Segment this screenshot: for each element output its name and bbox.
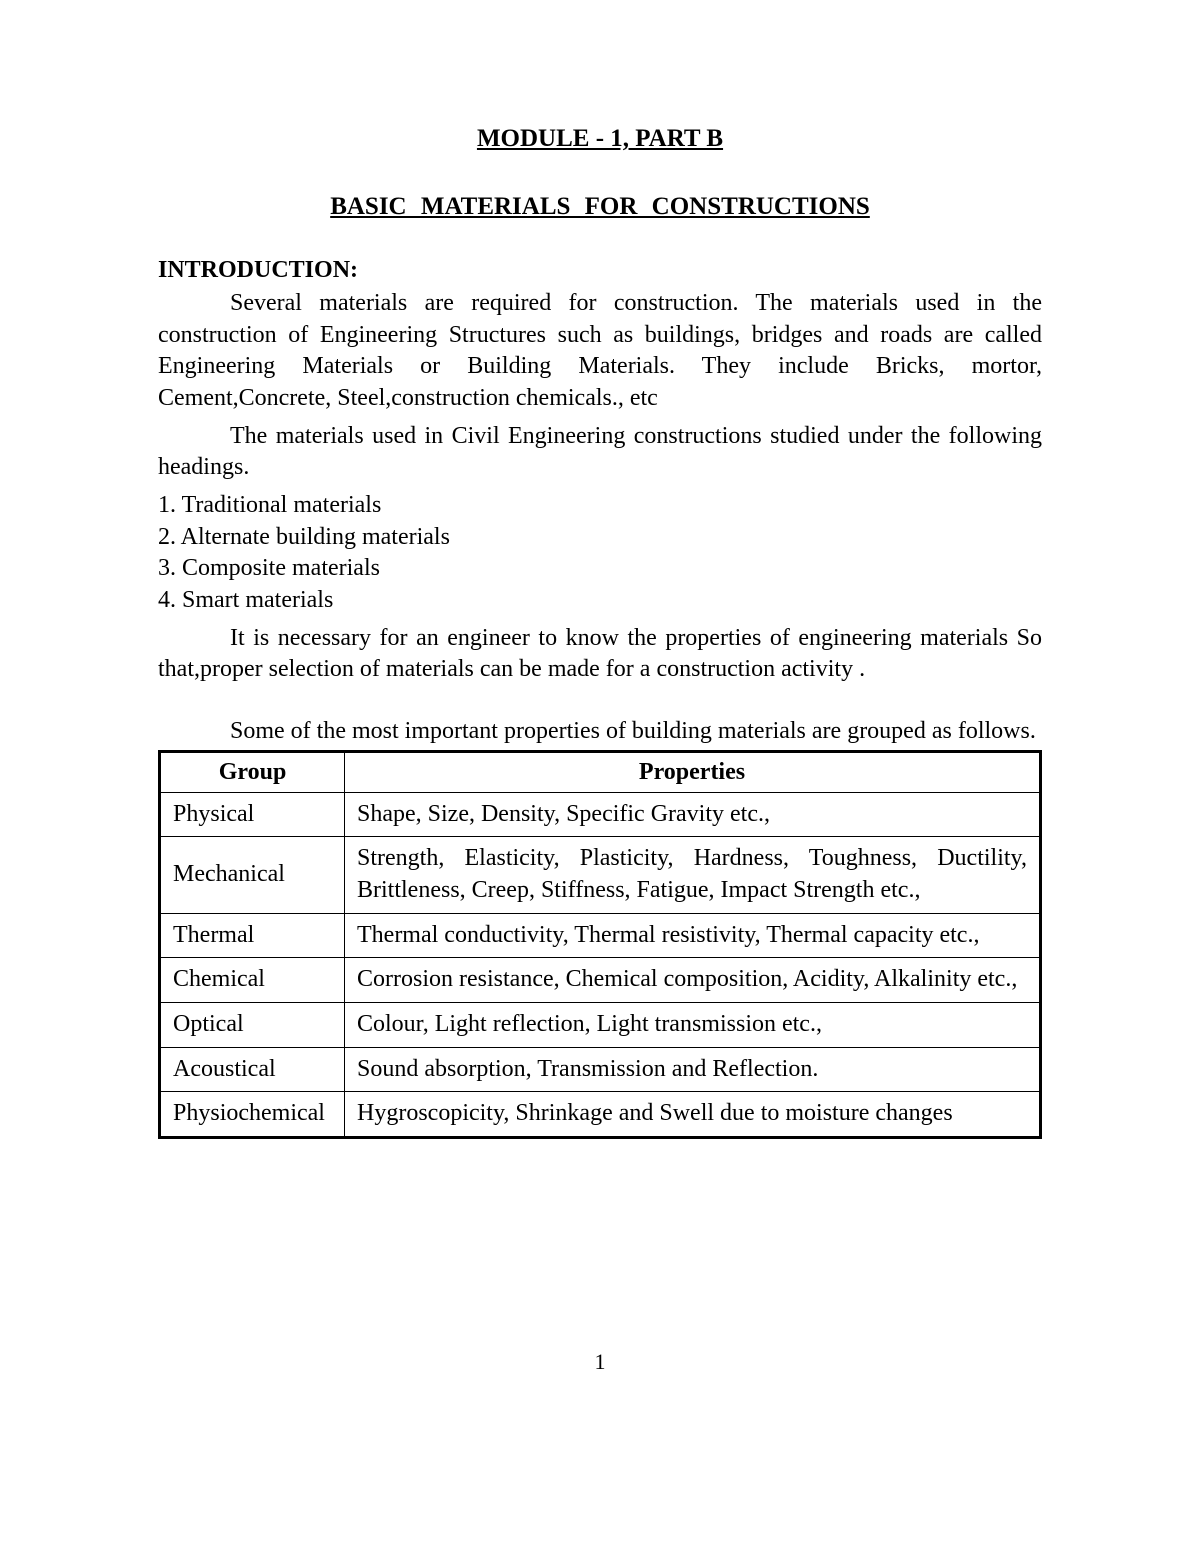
table-row: Acoustical Sound absorption, Transmissio… [160,1047,1041,1092]
table-cell-props: Thermal conductivity, Thermal resistivit… [345,913,1041,958]
table-cell-props: Hygroscopicity, Shrinkage and Swell due … [345,1092,1041,1138]
table-cell-props: Strength, Elasticity, Plasticity, Hardne… [345,837,1041,913]
list-item: 3. Composite materials [158,553,1042,585]
table-header-row: Group Properties [160,751,1041,792]
table-cell-group: Optical [160,1003,345,1048]
table-row: Physiochemical Hygroscopicity, Shrinkage… [160,1092,1041,1138]
materials-list: 1. Traditional materials 2. Alternate bu… [158,490,1042,617]
table-row: Chemical Corrosion resistance, Chemical … [160,958,1041,1003]
table-header-properties: Properties [345,751,1041,792]
table-row: Mechanical Strength, Elasticity, Plastic… [160,837,1041,913]
table-cell-group: Physiochemical [160,1092,345,1138]
intro-paragraph-1: Several materials are required for const… [158,288,1042,415]
properties-table: Group Properties Physical Shape, Size, D… [158,750,1042,1139]
table-cell-group: Mechanical [160,837,345,913]
intro-paragraph-2: The materials used in Civil Engineering … [158,421,1042,484]
table-header-group: Group [160,751,345,792]
table-cell-group: Physical [160,792,345,837]
table-cell-props: Corrosion resistance, Chemical compositi… [345,958,1041,1003]
introduction-heading: INTRODUCTION: [158,257,1042,284]
table-row: Thermal Thermal conductivity, Thermal re… [160,913,1041,958]
list-item: 1. Traditional materials [158,490,1042,522]
table-cell-group: Chemical [160,958,345,1003]
table-cell-group: Thermal [160,913,345,958]
page-number: 1 [158,1349,1042,1375]
table-cell-props: Shape, Size, Density, Specific Gravity e… [345,792,1041,837]
table-intro-paragraph: Some of the most important properties of… [158,716,1042,748]
table-cell-props: Sound absorption, Transmission and Refle… [345,1047,1041,1092]
list-item: 4. Smart materials [158,585,1042,617]
intro-paragraph-3: It is necessary for an engineer to know … [158,623,1042,686]
table-row: Optical Colour, Light reflection, Light … [160,1003,1041,1048]
table-cell-props: Colour, Light reflection, Light transmis… [345,1003,1041,1048]
list-item: 2. Alternate building materials [158,522,1042,554]
module-title: MODULE - 1, PART B [158,125,1042,153]
table-row: Physical Shape, Size, Density, Specific … [160,792,1041,837]
table-cell-group: Acoustical [160,1047,345,1092]
main-title: BASIC MATERIALS FOR CONSTRUCTIONS [158,193,1042,221]
